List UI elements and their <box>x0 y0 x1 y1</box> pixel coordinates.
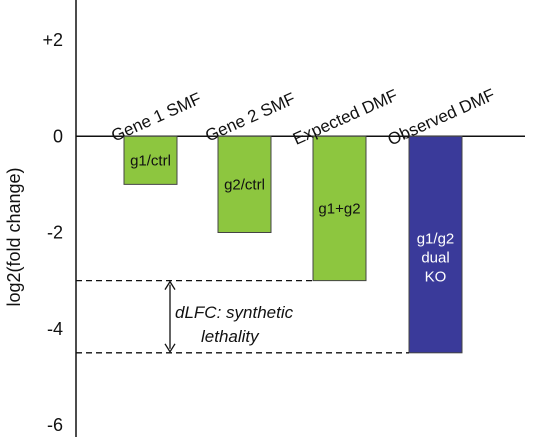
bar-data-label: g1/ctrl <box>130 152 171 169</box>
y-tick-label: -6 <box>47 415 63 435</box>
synthetic-lethality-annotation: dLFC: synthetic lethality <box>76 279 409 354</box>
bar-data-label: g1/g2 <box>417 231 455 248</box>
bar <box>408 135 463 354</box>
bar <box>217 135 272 233</box>
bar-data-label: g2/ctrl <box>224 176 265 193</box>
arrow-head-down <box>164 343 176 354</box>
y-axis-label: log2(fold change) <box>4 167 24 306</box>
bar-data-label: dual <box>421 250 449 267</box>
bar-data-label: KO <box>425 269 447 286</box>
bar <box>123 135 178 185</box>
y-tick-label: -2 <box>47 223 63 243</box>
y-tick-label: 0 <box>53 126 63 146</box>
y-axis: +2 0 -2 -4 -6 <box>42 0 77 437</box>
bar-data-label: g1+g2 <box>318 200 360 217</box>
y-tick-label: -4 <box>47 319 63 339</box>
y-tick-label: +2 <box>42 30 63 50</box>
bar <box>312 135 367 282</box>
annotation-label: lethality <box>201 327 260 346</box>
annotation-label: dLFC: synthetic <box>175 303 294 322</box>
arrow-head-up <box>164 280 176 290</box>
